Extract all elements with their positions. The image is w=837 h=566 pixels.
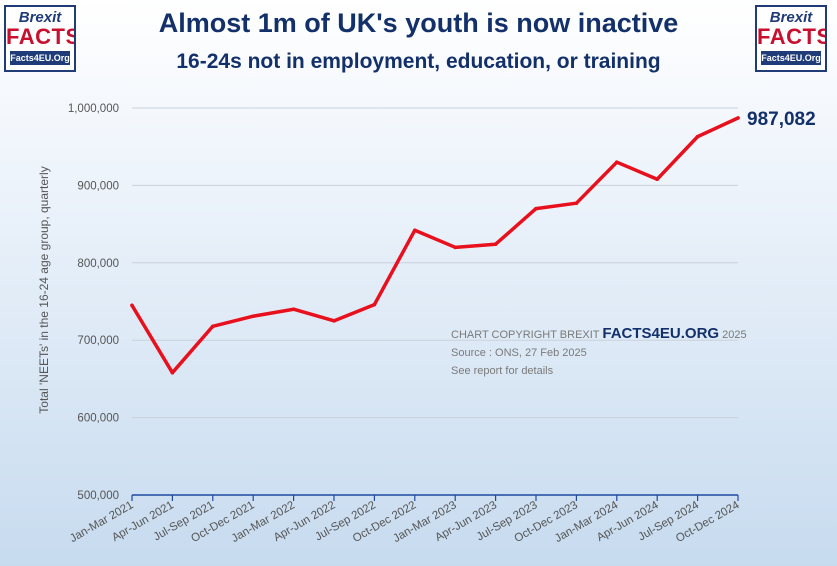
- logo-line-facts: FACTS: [6, 24, 76, 49]
- data-point: [291, 307, 296, 312]
- data-point: [695, 134, 700, 139]
- y-tick-label: 900,000: [77, 180, 119, 192]
- copyright-prefix: CHART COPYRIGHT BREXIT: [451, 329, 600, 341]
- data-point: [130, 303, 134, 308]
- last-value-label: 987,082: [747, 109, 816, 130]
- logo-line-site: Facts4EU.Org: [10, 51, 70, 65]
- copyright-block: CHART COPYRIGHT BREXIT FACTS4EU.ORG 2025…: [451, 325, 747, 380]
- y-tick-label: 500,000: [77, 490, 119, 502]
- y-tick-label: 1,000,000: [68, 103, 119, 115]
- data-point: [453, 245, 458, 250]
- data-point: [736, 116, 740, 120]
- source-note: Source : ONS, 27 Feb 2025: [451, 347, 587, 359]
- y-tick-label: 600,000: [77, 413, 119, 425]
- data-point: [332, 319, 336, 323]
- y-tick-label: 700,000: [77, 335, 119, 347]
- data-point: [534, 206, 538, 211]
- logo-line-site: Facts4EU.Org: [761, 51, 821, 65]
- report-note: See report for details: [451, 365, 554, 377]
- y-tick-label: 800,000: [77, 258, 119, 270]
- data-point: [170, 370, 175, 375]
- data-point: [493, 242, 498, 247]
- data-point: [615, 160, 619, 164]
- data-point: [372, 302, 377, 307]
- data-point: [211, 324, 215, 329]
- series-line: [130, 116, 740, 375]
- brexit-facts-logo-left: Brexit FACTS Facts4EU.Org: [4, 5, 76, 72]
- logo-line-facts: FACTS: [757, 24, 827, 49]
- chart-title: Almost 1m of UK's youth is now inactive: [158, 8, 679, 38]
- data-point: [655, 177, 659, 182]
- data-point: [413, 228, 417, 233]
- brexit-facts-logo-right: Brexit FACTS Facts4EU.Org: [755, 5, 827, 72]
- logo-line-brexit: Brexit: [769, 9, 813, 26]
- logo-line-brexit: Brexit: [18, 9, 62, 26]
- copyright-brand: FACTS4EU.ORG: [602, 325, 720, 342]
- data-point: [251, 314, 255, 319]
- copyright-year: 2025: [722, 329, 747, 341]
- data-point: [574, 201, 579, 206]
- chart-subtitle: 16-24s not in employment, education, or …: [176, 50, 661, 73]
